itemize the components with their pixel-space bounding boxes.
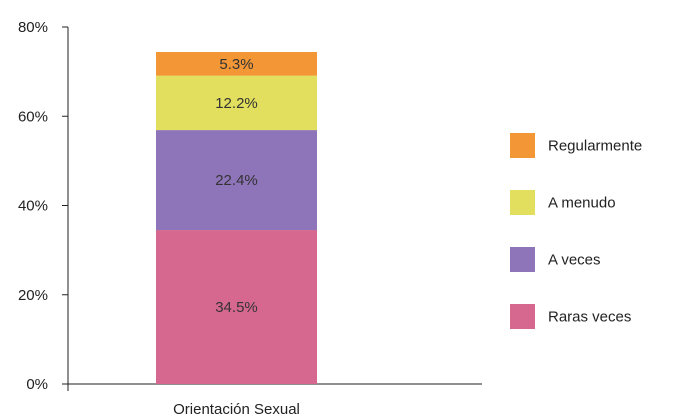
legend-swatch xyxy=(510,304,535,329)
y-tick-label: 20% xyxy=(18,287,48,304)
bar-segment-raras-veces xyxy=(156,230,317,384)
x-category-label: Orientación Sexual xyxy=(173,401,300,418)
data-label: 12.2% xyxy=(215,95,258,112)
bar-segment-a-veces xyxy=(156,130,317,231)
y-tick-label: 80% xyxy=(18,19,48,36)
data-label: 5.3% xyxy=(219,56,253,73)
legend-swatch xyxy=(510,133,535,158)
bar-segment-a-menudo xyxy=(156,75,317,131)
legend-label: A veces xyxy=(548,252,601,269)
x-labels: Orientación Sexual xyxy=(173,401,300,418)
y-ticks: 0% 20% 40% 60% 80% xyxy=(18,19,68,393)
legend-label: Regularmente xyxy=(548,138,642,155)
data-label: 34.5% xyxy=(215,299,258,316)
y-tick-label: 40% xyxy=(18,198,48,215)
y-tick-label: 60% xyxy=(18,108,48,125)
bar-segment-regularmente xyxy=(156,51,317,76)
legend-label: A menudo xyxy=(548,195,616,212)
legend-swatch xyxy=(510,190,535,215)
legend-swatch xyxy=(510,247,535,272)
data-label: 22.4% xyxy=(215,172,258,189)
y-tick-label: 0% xyxy=(26,376,48,393)
bars: 34.5% 22.4% 12.2% 5.3% xyxy=(156,51,317,384)
legend: Regularmente A menudo A veces Raras veces xyxy=(510,133,642,329)
legend-label: Raras veces xyxy=(548,309,631,326)
